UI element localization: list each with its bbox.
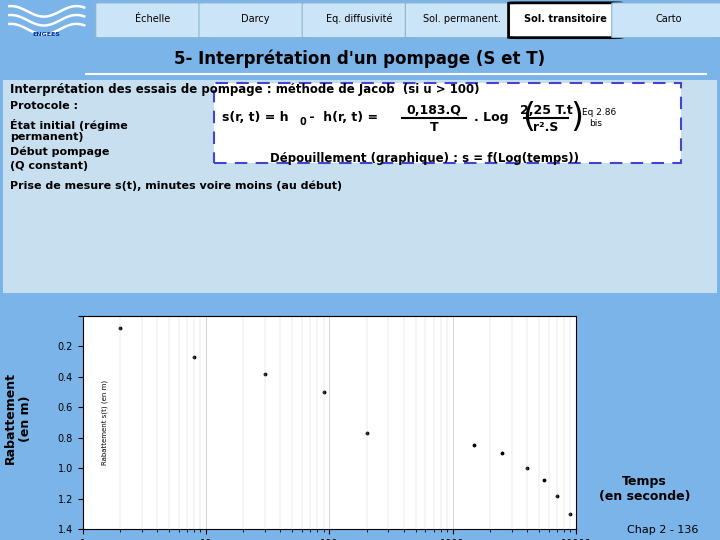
Text: s(r, t) = h: s(r, t) = h [222,111,289,124]
FancyBboxPatch shape [405,3,518,38]
Text: Sol. transitoire: Sol. transitoire [523,14,607,24]
Text: bis: bis [589,119,602,129]
Text: 2,25 T.t: 2,25 T.t [520,104,572,117]
Text: ENGEES: ENGEES [33,32,60,37]
FancyBboxPatch shape [302,3,415,38]
FancyBboxPatch shape [199,3,312,38]
Text: Eq. diffusivité: Eq. diffusivité [325,14,392,24]
FancyBboxPatch shape [96,3,209,38]
Text: Protocole :: Protocole : [10,102,78,111]
Text: (: ( [522,101,535,134]
Text: Rabattement
(en m): Rabattement (en m) [4,373,32,464]
FancyBboxPatch shape [3,80,717,293]
Text: 5- Interprétation d'un pompage (S et T): 5- Interprétation d'un pompage (S et T) [174,50,546,68]
Text: Chap 2 - 136: Chap 2 - 136 [627,524,698,535]
Text: . Log: . Log [474,111,508,124]
Text: Prise de mesure s(t), minutes voire moins (au début): Prise de mesure s(t), minutes voire moin… [10,181,342,192]
Text: État initial (régime: État initial (régime [10,119,127,131]
FancyBboxPatch shape [612,3,720,38]
Text: ): ) [570,101,583,134]
Text: Temps
(en seconde): Temps (en seconde) [598,475,690,503]
FancyBboxPatch shape [508,3,622,38]
Text: r².S: r².S [534,121,559,134]
Text: Dépouillement (graphique) : s = f(Log(temps)): Dépouillement (graphique) : s = f(Log(te… [270,152,579,165]
Text: 0: 0 [300,117,307,127]
Text: (Q constant): (Q constant) [10,160,88,171]
Text: Interprétation des essais de pompage : méthode de Jacob  (si u > 100): Interprétation des essais de pompage : m… [10,83,480,96]
Text: Sol. permanent.: Sol. permanent. [423,14,501,24]
Text: Échelle: Échelle [135,14,170,24]
FancyBboxPatch shape [214,83,681,163]
Text: -  h(r, t) =: - h(r, t) = [305,111,378,124]
Text: Eq 2.86: Eq 2.86 [582,107,616,117]
Text: permanent): permanent) [10,132,84,141]
Text: 0,183.Q: 0,183.Q [407,104,462,117]
Text: Darcy: Darcy [241,14,270,24]
Text: Rabattement s(t) (en m): Rabattement s(t) (en m) [102,380,108,465]
Text: Début pompage: Début pompage [10,146,109,157]
Text: T: T [430,121,438,134]
Text: Carto: Carto [655,14,682,24]
